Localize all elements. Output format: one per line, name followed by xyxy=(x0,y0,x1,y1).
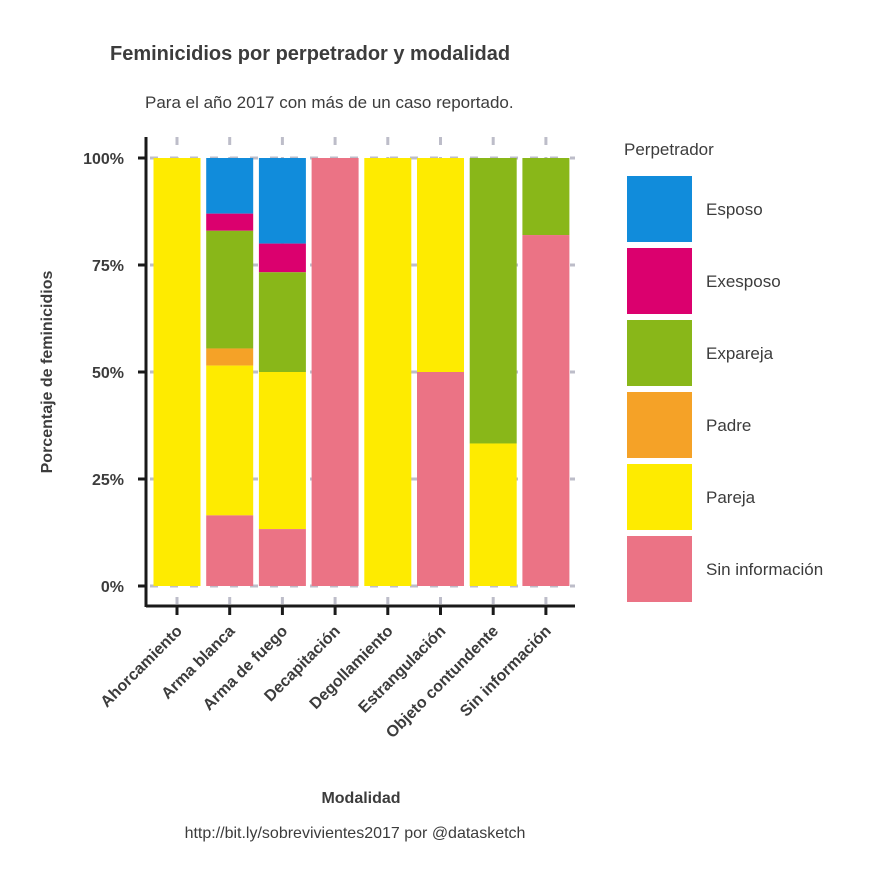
legend: Perpetrador Esposo Exesposo Expareja Padre P… xyxy=(624,140,823,602)
bar-estrangulacion-pareja xyxy=(417,158,464,372)
legend-key-pareja xyxy=(627,464,692,530)
y-tick-label: 100% xyxy=(83,151,124,168)
chart-title: Feminicidios por perpetrador y modalidad xyxy=(110,43,510,65)
x-tick-label: Sin información xyxy=(457,623,555,721)
y-tick-label: 25% xyxy=(92,472,124,489)
legend-label: Esposo xyxy=(706,200,763,219)
y-tick-label: 50% xyxy=(92,365,124,382)
bar-decapitacion-sin-informacion xyxy=(311,158,359,586)
bar-arma-blanca-sin-informacion xyxy=(206,515,254,586)
bar-sin-informacion-expareja xyxy=(522,158,570,236)
legend-title: Perpetrador xyxy=(624,140,714,159)
bar-arma-de-fuego-sin-informacion xyxy=(258,529,306,586)
legend-label: Expareja xyxy=(706,344,774,363)
y-tick-label: 0% xyxy=(101,579,124,596)
bar-arma-de-fuego-esposo xyxy=(258,158,306,244)
y-ticks: 0% 25% 50% 75% 100% xyxy=(83,151,146,596)
legend-key-exesposo xyxy=(627,248,692,314)
legend-label: Pareja xyxy=(706,488,756,507)
bar-objeto-contundente-pareja xyxy=(469,443,517,586)
bars xyxy=(153,158,570,587)
legend-label: Sin información xyxy=(706,560,823,579)
bar-sin-informacion-sin-informacion xyxy=(522,235,570,587)
bar-ahorcamiento-pareja xyxy=(153,158,201,586)
bar-arma-blanca-exesposo xyxy=(206,213,254,231)
chart-subtitle: Para el año 2017 con más de un caso repo… xyxy=(145,93,514,112)
bar-estrangulacion-sin-informacion xyxy=(417,372,464,586)
bar-arma-blanca-esposo xyxy=(206,158,254,214)
y-axis-title: Porcentaje de feminicidios xyxy=(39,271,56,474)
bar-arma-de-fuego-expareja xyxy=(258,272,306,372)
bar-arma-de-fuego-pareja xyxy=(258,372,306,530)
x-axis-title: Modalidad xyxy=(321,790,400,807)
chart-caption: http://bit.ly/sobrevivientes2017 por @da… xyxy=(185,825,526,842)
legend-label: Padre xyxy=(706,416,751,435)
legend-key-esposo xyxy=(627,176,692,242)
legend-label: Exesposo xyxy=(706,272,781,291)
bar-degollamiento-pareja xyxy=(364,158,412,586)
legend-key-expareja xyxy=(627,320,692,386)
bar-arma-blanca-expareja xyxy=(206,230,254,349)
bar-arma-blanca-padre xyxy=(206,348,254,366)
legend-key-padre xyxy=(627,392,692,458)
bar-arma-de-fuego-exesposo xyxy=(258,243,306,273)
legend-key-sin-informacion xyxy=(627,536,692,602)
bar-objeto-contundente-expareja xyxy=(469,158,517,444)
y-tick-label: 75% xyxy=(92,258,124,275)
bar-arma-blanca-pareja xyxy=(206,365,254,516)
